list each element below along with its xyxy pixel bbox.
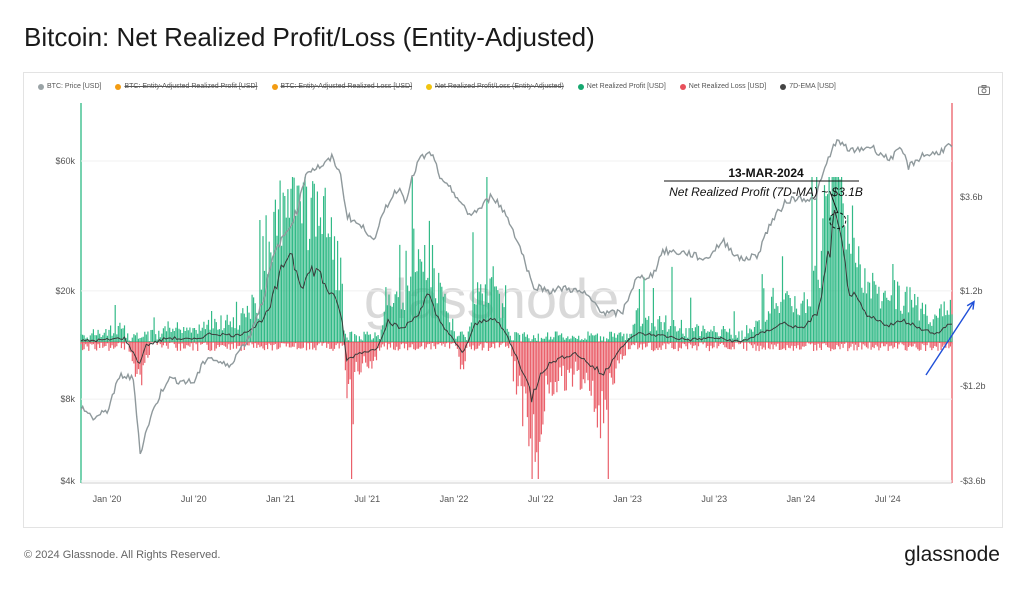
legend-item[interactable]: BTC: Price [USD] bbox=[38, 83, 101, 90]
legend-label: BTC: Entity-Adjusted Realized Profit [US… bbox=[124, 83, 258, 90]
y-left-tick-label: $20k bbox=[55, 286, 75, 296]
x-tick-label: Jan '20 bbox=[93, 494, 122, 504]
y-right-tick-label: $1.2b bbox=[960, 286, 983, 296]
legend-item[interactable]: 7D-EMA [USD] bbox=[780, 83, 836, 90]
legend-label: 7D-EMA [USD] bbox=[789, 83, 836, 90]
x-tick-label: Jan '22 bbox=[440, 494, 469, 504]
y-left-tick-label: $8k bbox=[60, 394, 75, 404]
legend-label: Net Realized Loss [USD] bbox=[688, 83, 767, 90]
y-left-tick-label: $60k bbox=[55, 156, 75, 166]
legend-item[interactable]: BTC: Entity-Adjusted Realized Loss [USD] bbox=[271, 83, 413, 90]
annotation-date: 13-MAR-2024 bbox=[728, 166, 804, 180]
net-realized-profit-series bbox=[80, 177, 953, 342]
x-tick-label: Jul '24 bbox=[875, 494, 901, 504]
y-right-tick-label: $3.6b bbox=[960, 192, 983, 202]
legend-swatch-icon bbox=[679, 83, 686, 90]
ema-7d-series bbox=[80, 210, 953, 403]
legend-item[interactable]: Net Realized Profit/Loss (Entity-Adjuste… bbox=[426, 83, 564, 90]
x-tick-label: Jul '20 bbox=[181, 494, 207, 504]
chart-legend: BTC: Price [USD] BTC: Entity-Adjusted Rea… bbox=[38, 83, 836, 90]
x-tick-label: Jul '22 bbox=[528, 494, 554, 504]
x-tick-label: Jan '21 bbox=[266, 494, 295, 504]
y-left-tick-label: $4k bbox=[60, 476, 75, 486]
legend-item[interactable]: Net Realized Loss [USD] bbox=[679, 83, 767, 90]
legend-label: Net Realized Profit/Loss (Entity-Adjuste… bbox=[435, 83, 564, 90]
chart-card: BTC: Price [USD] BTC: Entity-Adjusted Rea… bbox=[23, 72, 1003, 528]
net-realized-loss-series bbox=[80, 342, 953, 479]
camera-icon[interactable] bbox=[978, 85, 990, 95]
page-title: Bitcoin: Net Realized Profit/Loss (Entit… bbox=[24, 22, 595, 52]
legend-swatch-icon bbox=[271, 83, 278, 90]
legend-swatch-icon bbox=[780, 83, 787, 90]
x-tick-label: Jan '23 bbox=[613, 494, 642, 504]
annotation-pointer bbox=[829, 190, 839, 213]
footer-logo: glassnode bbox=[904, 543, 1000, 566]
y-right-tick-label: -$3.6b bbox=[960, 476, 986, 486]
legend-swatch-icon bbox=[38, 83, 44, 90]
legend-item[interactable]: Net Realized Profit [USD] bbox=[577, 83, 666, 90]
x-tick-label: Jul '23 bbox=[701, 494, 727, 504]
footer-copyright: © 2024 Glassnode. All Rights Reserved. bbox=[24, 549, 221, 561]
legend-swatch-icon bbox=[577, 83, 584, 90]
trend-arrow-head-icon bbox=[966, 300, 975, 310]
x-tick-label: Jan '24 bbox=[787, 494, 816, 504]
annotation-text: Net Realized Profit (7D-MA) ~ $3.1B bbox=[669, 185, 863, 199]
legend-label: Net Realized Profit [USD] bbox=[586, 83, 666, 90]
x-tick-label: Jul '21 bbox=[354, 494, 380, 504]
legend-item[interactable]: BTC: Entity-Adjusted Realized Profit [US… bbox=[115, 83, 258, 90]
legend-label: BTC: Entity-Adjusted Realized Loss [USD] bbox=[280, 83, 413, 90]
legend-swatch-icon bbox=[426, 83, 433, 90]
btc-price-series bbox=[80, 138, 953, 455]
legend-label: BTC: Price [USD] bbox=[47, 83, 102, 90]
y-right-tick-label: -$1.2b bbox=[960, 381, 986, 391]
legend-swatch-icon bbox=[115, 83, 122, 90]
trend-arrow-line bbox=[925, 301, 975, 376]
